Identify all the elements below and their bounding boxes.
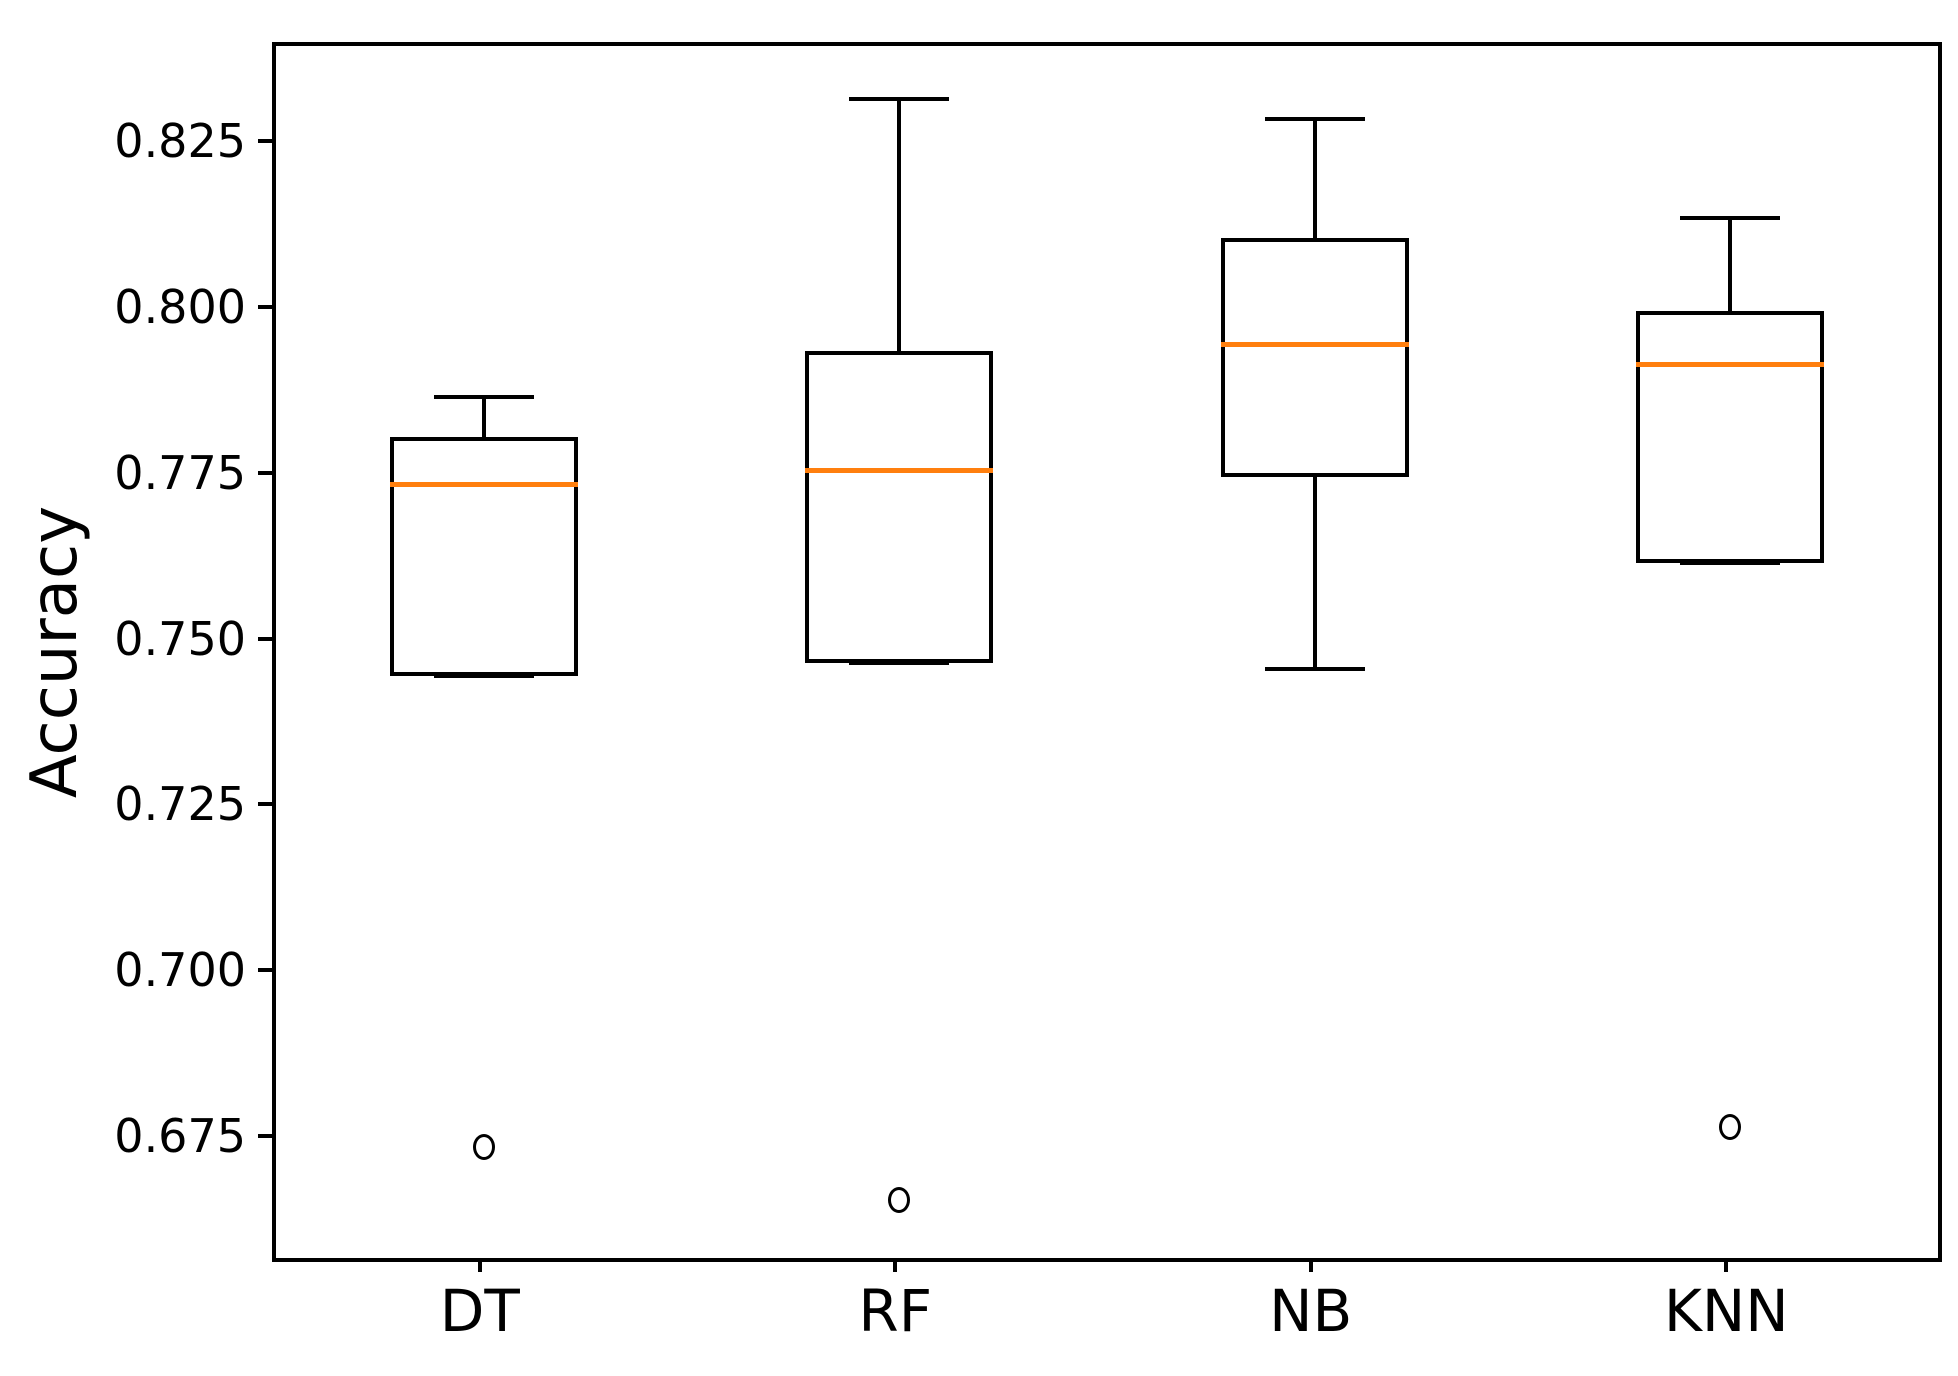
- x-tick-label: DT: [439, 1277, 520, 1345]
- y-tick-label: 0.750: [114, 611, 246, 666]
- box-DT: [389, 437, 578, 676]
- outlier-point-RF: [888, 1186, 911, 1213]
- y-tick-mark: [258, 1133, 272, 1138]
- outlier-point-DT: [472, 1133, 495, 1160]
- whisker-cap-lower: [1680, 561, 1781, 566]
- y-tick-mark: [258, 802, 272, 807]
- whisker-cap-upper: [1264, 116, 1365, 121]
- y-tick-label: 0.725: [114, 777, 246, 832]
- x-tick-label: NB: [1269, 1277, 1353, 1345]
- outlier-point-KNN: [1719, 1113, 1742, 1140]
- median-line-NB: [1220, 342, 1409, 348]
- y-tick-mark: [258, 470, 272, 475]
- whisker-line-upper: [1312, 118, 1317, 239]
- median-line-KNN: [1636, 362, 1825, 368]
- whisker-cap-lower: [849, 660, 950, 665]
- y-tick-mark: [258, 968, 272, 973]
- median-line-RF: [805, 468, 994, 474]
- y-tick-mark: [258, 139, 272, 144]
- x-tick-mark: [1308, 1258, 1313, 1272]
- whisker-line-upper: [1728, 218, 1733, 312]
- plot-area: [272, 42, 1942, 1262]
- x-tick-mark: [893, 1258, 898, 1272]
- box-RF: [805, 350, 994, 663]
- x-tick-mark: [1724, 1258, 1729, 1272]
- y-tick-label: 0.825: [114, 114, 246, 169]
- whisker-line-lower: [1312, 476, 1317, 670]
- whisker-cap-upper: [849, 97, 950, 102]
- y-tick-label: 0.700: [114, 943, 246, 998]
- box-KNN: [1636, 311, 1825, 564]
- y-tick-label: 0.775: [114, 445, 246, 500]
- median-line-DT: [389, 481, 578, 487]
- x-tick-mark: [477, 1258, 482, 1272]
- x-tick-label: KNN: [1663, 1277, 1789, 1345]
- whisker-cap-upper: [1680, 216, 1781, 221]
- y-tick-mark: [258, 305, 272, 310]
- y-tick-label: 0.675: [114, 1108, 246, 1163]
- box-NB: [1220, 238, 1409, 477]
- whisker-line-upper: [481, 397, 486, 438]
- whisker-line-upper: [897, 99, 902, 351]
- whisker-cap-lower: [433, 673, 534, 678]
- whisker-cap-upper: [433, 395, 534, 400]
- x-tick-label: RF: [858, 1277, 933, 1345]
- y-tick-label: 0.800: [114, 280, 246, 335]
- whisker-cap-lower: [1264, 667, 1365, 672]
- y-tick-mark: [258, 636, 272, 641]
